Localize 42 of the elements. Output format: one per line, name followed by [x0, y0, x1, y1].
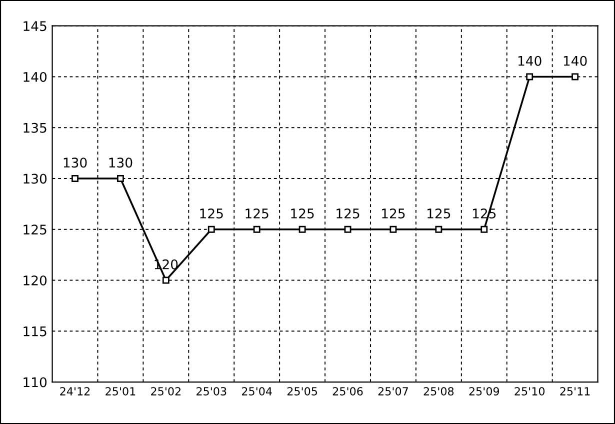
y-tick-label: 115 [24, 326, 46, 336]
point [435, 226, 442, 233]
x-tick-label: 24'12 [60, 387, 90, 396]
x-tick-label: 25'04 [242, 387, 272, 396]
x-tick-label: 25'02 [151, 387, 180, 396]
data-label: 125 [291, 208, 314, 218]
data-label: 140 [564, 56, 587, 66]
y-tick-label: 145 [24, 21, 46, 32]
data-label: 125 [246, 208, 268, 218]
point [72, 175, 78, 182]
data-label: 130 [109, 158, 132, 168]
x-tick-label: 25'06 [332, 387, 363, 396]
y-tick-label: 125 [24, 224, 46, 235]
data-label: 140 [518, 56, 542, 66]
x-tick-label: 25'01 [106, 387, 136, 396]
point [208, 226, 215, 233]
y-tick-label: 140 [24, 72, 47, 82]
point [526, 73, 534, 80]
point [480, 226, 488, 233]
y-tick-label: 120 [24, 275, 47, 286]
point [572, 73, 579, 80]
data-label: 125 [428, 208, 450, 218]
point [344, 226, 352, 233]
x-tick-label: 25'08 [424, 387, 454, 396]
data-label: 130 [64, 158, 87, 168]
x-tick-label: 25'11 [560, 387, 590, 396]
data-label: 125 [382, 208, 405, 218]
y-tick-label: 110 [24, 377, 47, 388]
y-tick-label: 135 [24, 122, 46, 133]
x-tick-label: 25'05 [287, 387, 317, 396]
point [298, 226, 306, 233]
data-label: 125 [336, 208, 360, 218]
x-tick-label: 25'03 [196, 387, 226, 396]
x-tick-label: 25'07 [378, 387, 408, 396]
point [390, 226, 397, 233]
point [162, 276, 170, 284]
point [116, 175, 124, 182]
x-tick-label: 25'10 [514, 387, 545, 396]
point [253, 226, 260, 233]
x-tick-label: 25'09 [469, 387, 500, 396]
y-tick-label: 130 [24, 174, 47, 184]
data-label: 125 [200, 208, 223, 218]
